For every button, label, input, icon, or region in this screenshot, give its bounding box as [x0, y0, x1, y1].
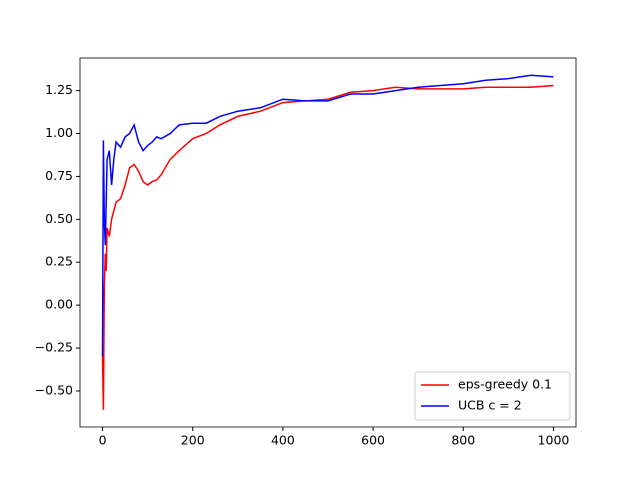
legend-box: [414, 371, 571, 421]
x-tick-label: 1000: [538, 433, 570, 448]
x-tick-label: 400: [271, 433, 295, 448]
line-series: [101, 74, 554, 357]
y-tick-label: 0.75: [45, 168, 73, 183]
x-tick-label: 200: [181, 433, 205, 448]
y-tick-label: 1.25: [45, 82, 73, 97]
y-tick-label: 0.00: [45, 297, 73, 312]
y-tick-label: −0.50: [35, 382, 73, 397]
y-tick-label: 1.00: [45, 125, 73, 140]
plot-frame: [79, 57, 577, 428]
y-tick-label: 0.50: [45, 211, 73, 226]
line-series: [101, 84, 554, 410]
x-tick-label: 800: [451, 433, 475, 448]
legend-label: eps-greedy 0.1: [458, 377, 552, 392]
y-tick-label: 0.25: [45, 254, 73, 269]
x-tick-label: 0: [99, 433, 107, 448]
legend-label: UCB c = 2: [458, 398, 522, 413]
x-tick-label: 600: [361, 433, 385, 448]
y-tick-label: −0.25: [35, 340, 73, 355]
